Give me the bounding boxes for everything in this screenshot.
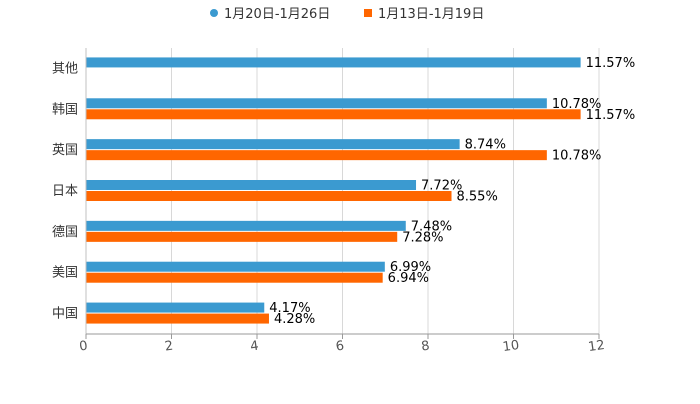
- bar-series-2-美国[interactable]: 1月13日-1月19日 美国: 6.94%: [86, 272, 383, 283]
- bar-series-1-其他[interactable]: 1月20日-1月26日 其他: 11.57%: [86, 57, 581, 68]
- x-tick-label-2: 2: [164, 339, 174, 355]
- data-label-series-2-美国: 6.94%: [388, 271, 429, 286]
- legend: 1月20日-1月26日 1月13日-1月19日: [210, 7, 484, 22]
- x-tick-label-0: 0: [78, 339, 88, 355]
- y-category-label: 其他: [52, 61, 78, 76]
- y-category-label: 日本: [52, 184, 78, 199]
- data-label-series-1-德国: 7.48%: [411, 219, 452, 234]
- bar-series-2-韩国[interactable]: 1月13日-1月19日 韩国: 11.57%: [86, 109, 581, 120]
- legend-marker-series-1: [210, 9, 218, 17]
- data-label-series-1-英国: 8.74%: [465, 138, 506, 153]
- legend-label-series-2[interactable]: 1月13日-1月19日: [378, 7, 484, 22]
- bar-series-1-英国[interactable]: 1月20日-1月26日 英国: 8.74%: [86, 139, 460, 150]
- y-category-label: 美国: [52, 266, 78, 281]
- bar-series-1-中国[interactable]: 1月20日-1月26日 中国: 4.17%: [86, 302, 265, 313]
- y-category-label: 中国: [52, 307, 78, 322]
- bar-series-1-德国[interactable]: 1月20日-1月26日 德国: 7.48%: [86, 220, 406, 231]
- y-category-label: 韩国: [52, 102, 78, 117]
- data-label-series-2-德国: 7.28%: [402, 230, 443, 245]
- legend-label-series-1[interactable]: 1月20日-1月26日: [224, 7, 330, 22]
- data-label-series-2-韩国: 11.57%: [586, 108, 636, 123]
- bar-series-1-美国[interactable]: 1月20日-1月26日 美国: 6.99%: [86, 261, 385, 272]
- x-tick-label-8: 8: [420, 339, 430, 355]
- bar-series-2-英国[interactable]: 1月13日-1月19日 英国: 10.78%: [86, 150, 547, 161]
- bar-series-1-韩国[interactable]: 1月20日-1月26日 韩国: 10.78%: [86, 98, 547, 109]
- legend-marker-series-2: [364, 9, 372, 17]
- x-tick-label-12: 12: [587, 338, 605, 355]
- data-label-series-1-日本: 7.72%: [421, 179, 462, 194]
- x-tick-label-4: 4: [249, 339, 259, 355]
- bars: 1月20日-1月26日 其他: 11.57% 11.57% 1月20日-1月26日 …: [86, 56, 636, 327]
- data-label-series-1-中国: 4.17%: [269, 301, 310, 316]
- data-label-series-1-其他: 11.57%: [586, 56, 636, 71]
- bar-series-2-中国[interactable]: 1月13日-1月19日 中国: 4.28%: [86, 313, 269, 324]
- y-category-label: 德国: [52, 225, 78, 240]
- data-label-series-1-韩国: 10.78%: [552, 97, 602, 112]
- data-label-series-2-日本: 8.55%: [457, 190, 498, 205]
- x-tick-label-6: 6: [335, 339, 345, 355]
- bar-series-1-日本[interactable]: 1月20日-1月26日 日本: 7.72%: [86, 180, 417, 190]
- bar-series-2-德国[interactable]: 1月13日-1月19日 德国: 7.28%: [86, 231, 398, 242]
- data-label-series-2-英国: 10.78%: [552, 149, 602, 164]
- y-category-label: 英国: [52, 143, 78, 158]
- x-tick-label-10: 10: [502, 338, 520, 355]
- bar-series-2-日本[interactable]: 1月13日-1月19日 日本: 8.55%: [86, 191, 452, 201]
- data-label-series-1-美国: 6.99%: [390, 260, 431, 275]
- data-label-series-2-中国: 4.28%: [274, 312, 315, 327]
